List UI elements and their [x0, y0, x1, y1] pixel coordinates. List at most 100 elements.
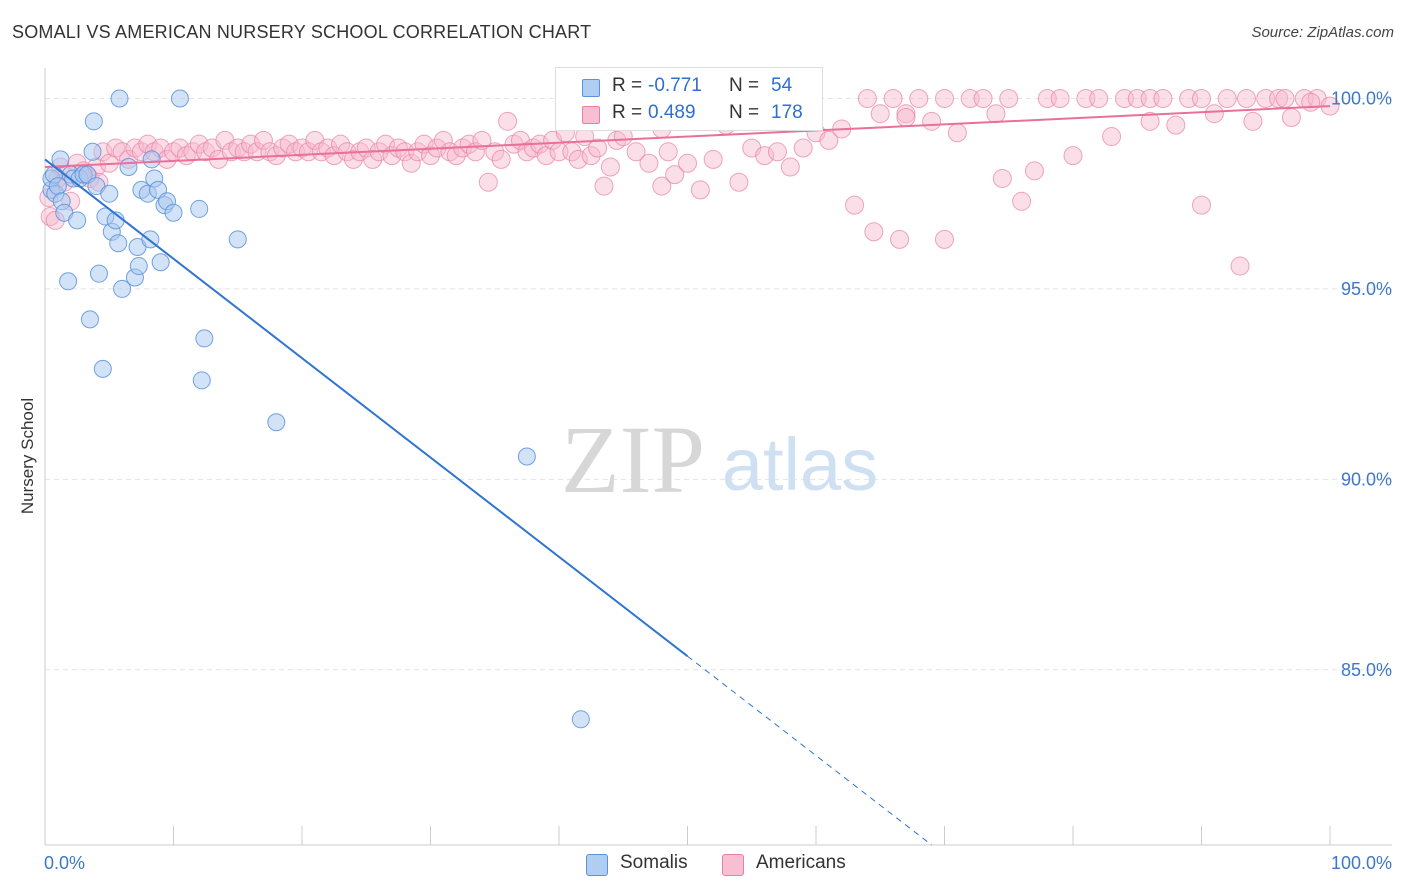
axes-layer	[44, 68, 1392, 846]
american-point	[1153, 88, 1173, 108]
american-point	[253, 130, 273, 150]
somali-n-label: N =	[729, 75, 760, 96]
american-point	[1217, 88, 1237, 108]
american-r-value: 0.489	[648, 102, 696, 123]
american-point	[986, 104, 1006, 124]
american-point	[485, 142, 505, 162]
trend-lines	[44, 105, 1331, 846]
x-tick-label-min: 0.0%	[44, 853, 85, 873]
somali-point	[83, 142, 102, 161]
somali-points	[42, 89, 590, 729]
american-point	[408, 142, 428, 162]
american-point	[1012, 191, 1032, 211]
watermark-atlas: atlas	[722, 423, 878, 506]
american-point	[1275, 88, 1295, 108]
y-tick-label: 85.0%	[1341, 660, 1392, 680]
x-tick-label-max: 100.0%	[1331, 853, 1392, 873]
american-point	[1192, 195, 1211, 215]
y-tick-label: 90.0%	[1341, 469, 1392, 489]
somali-point	[571, 710, 590, 729]
american-point	[581, 146, 601, 166]
somali-point	[59, 272, 78, 291]
american-point	[992, 168, 1012, 188]
american-point	[870, 104, 890, 124]
american-n-label: N =	[729, 102, 760, 123]
americans-legend-swatch	[722, 854, 744, 876]
watermark-zip: ZIP	[561, 406, 705, 513]
american-point	[626, 142, 646, 162]
american-point	[864, 222, 884, 242]
american-point	[343, 149, 363, 169]
american-point	[478, 172, 498, 192]
american-point	[1024, 161, 1044, 181]
american-point	[1166, 115, 1186, 135]
american-point	[1192, 88, 1211, 108]
y-tick-label: 95.0%	[1341, 279, 1392, 299]
somali-point	[119, 158, 138, 177]
american-point	[1281, 108, 1301, 128]
watermark: ZIP atlas	[561, 406, 878, 513]
somali-point	[51, 150, 70, 169]
somali-point	[192, 371, 211, 390]
american-point	[665, 165, 685, 185]
american-point	[947, 123, 967, 143]
somali-point	[129, 257, 148, 276]
american-point	[690, 180, 710, 200]
source-label: Source: ZipAtlas.com	[1251, 24, 1394, 41]
american-point	[189, 134, 209, 154]
legend-row-american: R = 0.489 N = 178	[556, 100, 822, 128]
american-point	[1140, 111, 1160, 131]
chart-title: SOMALI VS AMERICAN NURSERY SCHOOL CORREL…	[12, 22, 592, 42]
grid-layer	[45, 97, 1392, 671]
somali-point	[164, 203, 183, 222]
somali-point	[151, 253, 170, 272]
american-point	[568, 149, 588, 169]
somali-point	[113, 279, 132, 298]
american-point	[652, 176, 672, 196]
y-axis-title: Nursery School	[18, 398, 37, 514]
american-point	[421, 146, 440, 166]
american-point	[588, 138, 608, 158]
somali-trend-extension	[687, 655, 932, 846]
somali-point	[228, 230, 247, 249]
legend-row-somali: R = -0.771 N = 54	[556, 73, 822, 101]
somali-point	[190, 199, 209, 218]
american-point	[819, 130, 839, 150]
correlation-legend: R = -0.771 N = 54 R = 0.489 N = 178	[555, 67, 823, 131]
somali-r-value: -0.771	[648, 75, 702, 96]
american-point	[999, 88, 1019, 108]
somali-point	[170, 89, 189, 108]
american-point	[376, 134, 396, 154]
somali-swatch	[582, 79, 600, 97]
american-point	[1269, 88, 1289, 108]
american-point	[890, 229, 910, 249]
american-point	[1236, 88, 1256, 108]
somali-point	[109, 234, 128, 253]
somali-point	[110, 89, 129, 108]
american-point	[935, 88, 954, 108]
american-point	[973, 88, 993, 108]
american-point	[401, 153, 421, 173]
american-point	[1301, 92, 1321, 112]
american-point	[279, 134, 299, 154]
american-point	[922, 111, 942, 131]
somali-point	[100, 184, 119, 203]
american-point	[491, 149, 511, 169]
american-swatch	[582, 106, 600, 124]
american-point	[433, 130, 453, 150]
american-point	[363, 149, 383, 169]
somali-point	[142, 150, 161, 169]
american-trend-line	[44, 105, 1331, 169]
somali-point	[195, 329, 214, 348]
american-point	[896, 108, 916, 128]
american-point	[755, 146, 775, 166]
american-r-label: R =	[612, 102, 643, 123]
american-point	[883, 88, 903, 108]
american-point	[1243, 111, 1263, 131]
american-point	[498, 111, 518, 131]
american-point	[857, 88, 877, 108]
somali-point	[89, 264, 108, 283]
american-point	[472, 130, 492, 150]
somalis-legend-swatch	[586, 854, 608, 876]
